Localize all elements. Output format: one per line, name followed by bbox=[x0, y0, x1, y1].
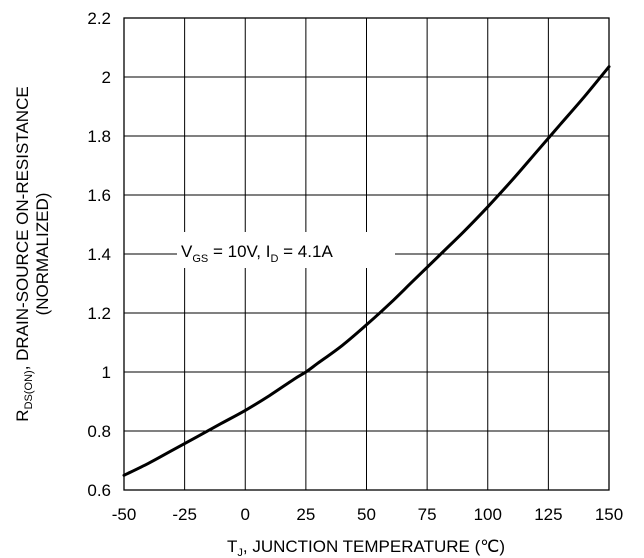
y-tick-label: 2 bbox=[102, 68, 111, 87]
annotation-v: V bbox=[181, 242, 193, 261]
x-tick-labels: -50 -25 0 25 50 75 100 125 150 bbox=[112, 505, 623, 524]
y-tick-label: 1.4 bbox=[87, 245, 111, 264]
x-tick-label: 125 bbox=[534, 505, 562, 524]
y-axis-title-line1: RDS(ON), DRAIN-SOURCE ON-RESISTANCE bbox=[13, 86, 35, 421]
x-tick-label: 0 bbox=[241, 505, 250, 524]
y-tick-label: 0.6 bbox=[87, 481, 111, 500]
x-tick-label: -50 bbox=[112, 505, 137, 524]
x-axis-title-main: T bbox=[227, 537, 237, 556]
x-axis-title-sub: J bbox=[237, 547, 243, 558]
y-tick-label: 1 bbox=[102, 363, 111, 382]
annotation-i-sub: D bbox=[270, 253, 278, 265]
x-axis-title-rest: , JUNCTION TEMPERATURE (℃) bbox=[243, 537, 505, 556]
series-line bbox=[122, 65, 611, 477]
x-tick-label: -25 bbox=[172, 505, 197, 524]
y-tick-labels: 0.6 0.8 1 1.2 1.4 1.6 1.8 2 2.2 bbox=[87, 9, 111, 500]
x-tick-label: 25 bbox=[296, 505, 315, 524]
x-tick-label: 100 bbox=[474, 505, 502, 524]
y-axis-title-sub: DS(ON) bbox=[23, 370, 35, 409]
annotation-box bbox=[177, 232, 395, 268]
x-tick-label: 150 bbox=[595, 505, 623, 524]
x-axis-title: TJ, JUNCTION TEMPERATURE (℃) bbox=[227, 537, 505, 558]
annotation-end: = 4.1A bbox=[278, 242, 333, 261]
annotation-v-sub: GS bbox=[192, 253, 208, 265]
y-tick-label: 1.2 bbox=[87, 304, 111, 323]
y-axis-title-line2: (NORMALIZED) bbox=[33, 193, 52, 316]
y-axis-title-main: R bbox=[13, 409, 32, 421]
annotation: VGS = 10V, ID = 4.1A bbox=[181, 242, 333, 265]
plot-frame bbox=[123, 17, 610, 491]
annotation-mid: = 10V, I bbox=[208, 242, 270, 261]
x-tick-label: 50 bbox=[357, 505, 376, 524]
y-tick-label: 1.8 bbox=[87, 127, 111, 146]
x-tick-label: 75 bbox=[418, 505, 437, 524]
y-tick-label: 2.2 bbox=[87, 9, 111, 28]
y-tick-label: 1.6 bbox=[87, 186, 111, 205]
y-tick-label: 0.8 bbox=[87, 422, 111, 441]
y-axis-title-rest: , DRAIN-SOURCE ON-RESISTANCE bbox=[13, 86, 32, 370]
